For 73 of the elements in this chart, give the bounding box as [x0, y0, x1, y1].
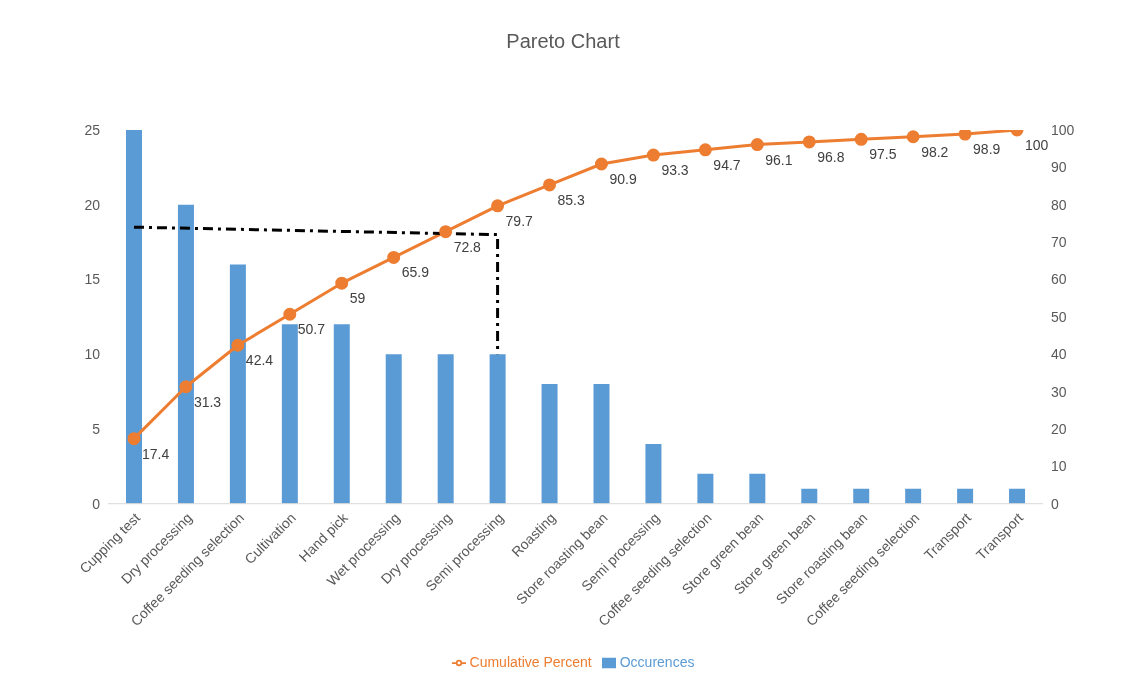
y2-tick-label: 40 — [1051, 346, 1067, 363]
bar — [905, 488, 922, 504]
y2-tick-label: 0 — [1051, 495, 1059, 512]
bar — [281, 324, 298, 504]
bar — [489, 354, 506, 504]
y2-tick-label: 100 — [1051, 121, 1075, 138]
data-label: 90.9 — [609, 171, 637, 188]
point — [750, 138, 764, 152]
data-label: 98.9 — [973, 141, 1001, 158]
bar — [177, 204, 194, 504]
data-label: 17.4 — [141, 445, 170, 462]
chart-title: Pareto Chart — [505, 29, 621, 54]
y2-tick-label: 20 — [1051, 420, 1067, 437]
y2-tick-label: 70 — [1051, 234, 1067, 251]
point — [179, 380, 193, 394]
bar — [333, 324, 350, 504]
point — [958, 130, 972, 141]
data-label: 59 — [349, 290, 366, 307]
bar — [697, 473, 714, 504]
y-tick-label: 15 — [84, 271, 101, 288]
data-label: 96.1 — [765, 151, 793, 168]
data-label: 100 — [1025, 137, 1049, 153]
y2-tick-label: 60 — [1051, 271, 1067, 288]
point — [646, 148, 660, 162]
data-label: 94.7 — [713, 156, 741, 173]
y2-tick-label: 50 — [1051, 308, 1067, 325]
data-label: 96.8 — [817, 148, 845, 165]
legend-label: Cumulative Percent — [469, 653, 592, 670]
point — [802, 135, 816, 149]
data-label: 72.8 — [453, 238, 482, 255]
y2-tick-label: 90 — [1051, 159, 1067, 176]
data-label: 85.3 — [557, 191, 585, 208]
y-tick-label: 0 — [92, 495, 101, 512]
point — [906, 130, 920, 144]
bar — [541, 384, 558, 504]
point — [387, 250, 401, 264]
data-label: 42.4 — [245, 352, 274, 369]
data-label: 31.3 — [193, 393, 222, 410]
bar — [593, 384, 610, 504]
y2-tick-label: 10 — [1051, 458, 1067, 475]
point — [594, 157, 608, 171]
legend-label: Occurences — [619, 653, 695, 670]
data-label: 65.9 — [401, 264, 430, 281]
point — [335, 276, 349, 290]
bar — [126, 130, 142, 504]
data-label: 93.3 — [661, 162, 689, 179]
data-label: 98.2 — [921, 143, 949, 160]
bar — [957, 488, 974, 504]
data-label: 79.7 — [505, 212, 534, 229]
y-tick-label: 20 — [84, 196, 101, 213]
bar — [1009, 488, 1026, 504]
bar — [385, 354, 402, 504]
point — [439, 225, 453, 239]
point — [491, 199, 505, 213]
bar — [645, 443, 662, 504]
y-tick-label: 5 — [92, 420, 101, 437]
point — [231, 338, 245, 352]
point — [283, 307, 297, 321]
point — [127, 432, 141, 446]
point — [854, 132, 868, 146]
bar — [749, 473, 766, 504]
point — [543, 178, 557, 192]
bar — [853, 488, 870, 504]
bar — [229, 264, 246, 504]
y-tick-label: 10 — [84, 346, 101, 363]
y2-tick-label: 30 — [1051, 383, 1067, 400]
y2-tick-label: 80 — [1051, 196, 1067, 213]
data-label: 97.5 — [869, 146, 897, 163]
point — [698, 143, 712, 157]
bar — [801, 488, 818, 504]
bar — [437, 354, 454, 504]
y-tick-label: 25 — [84, 121, 101, 138]
data-label: 50.7 — [297, 321, 326, 338]
